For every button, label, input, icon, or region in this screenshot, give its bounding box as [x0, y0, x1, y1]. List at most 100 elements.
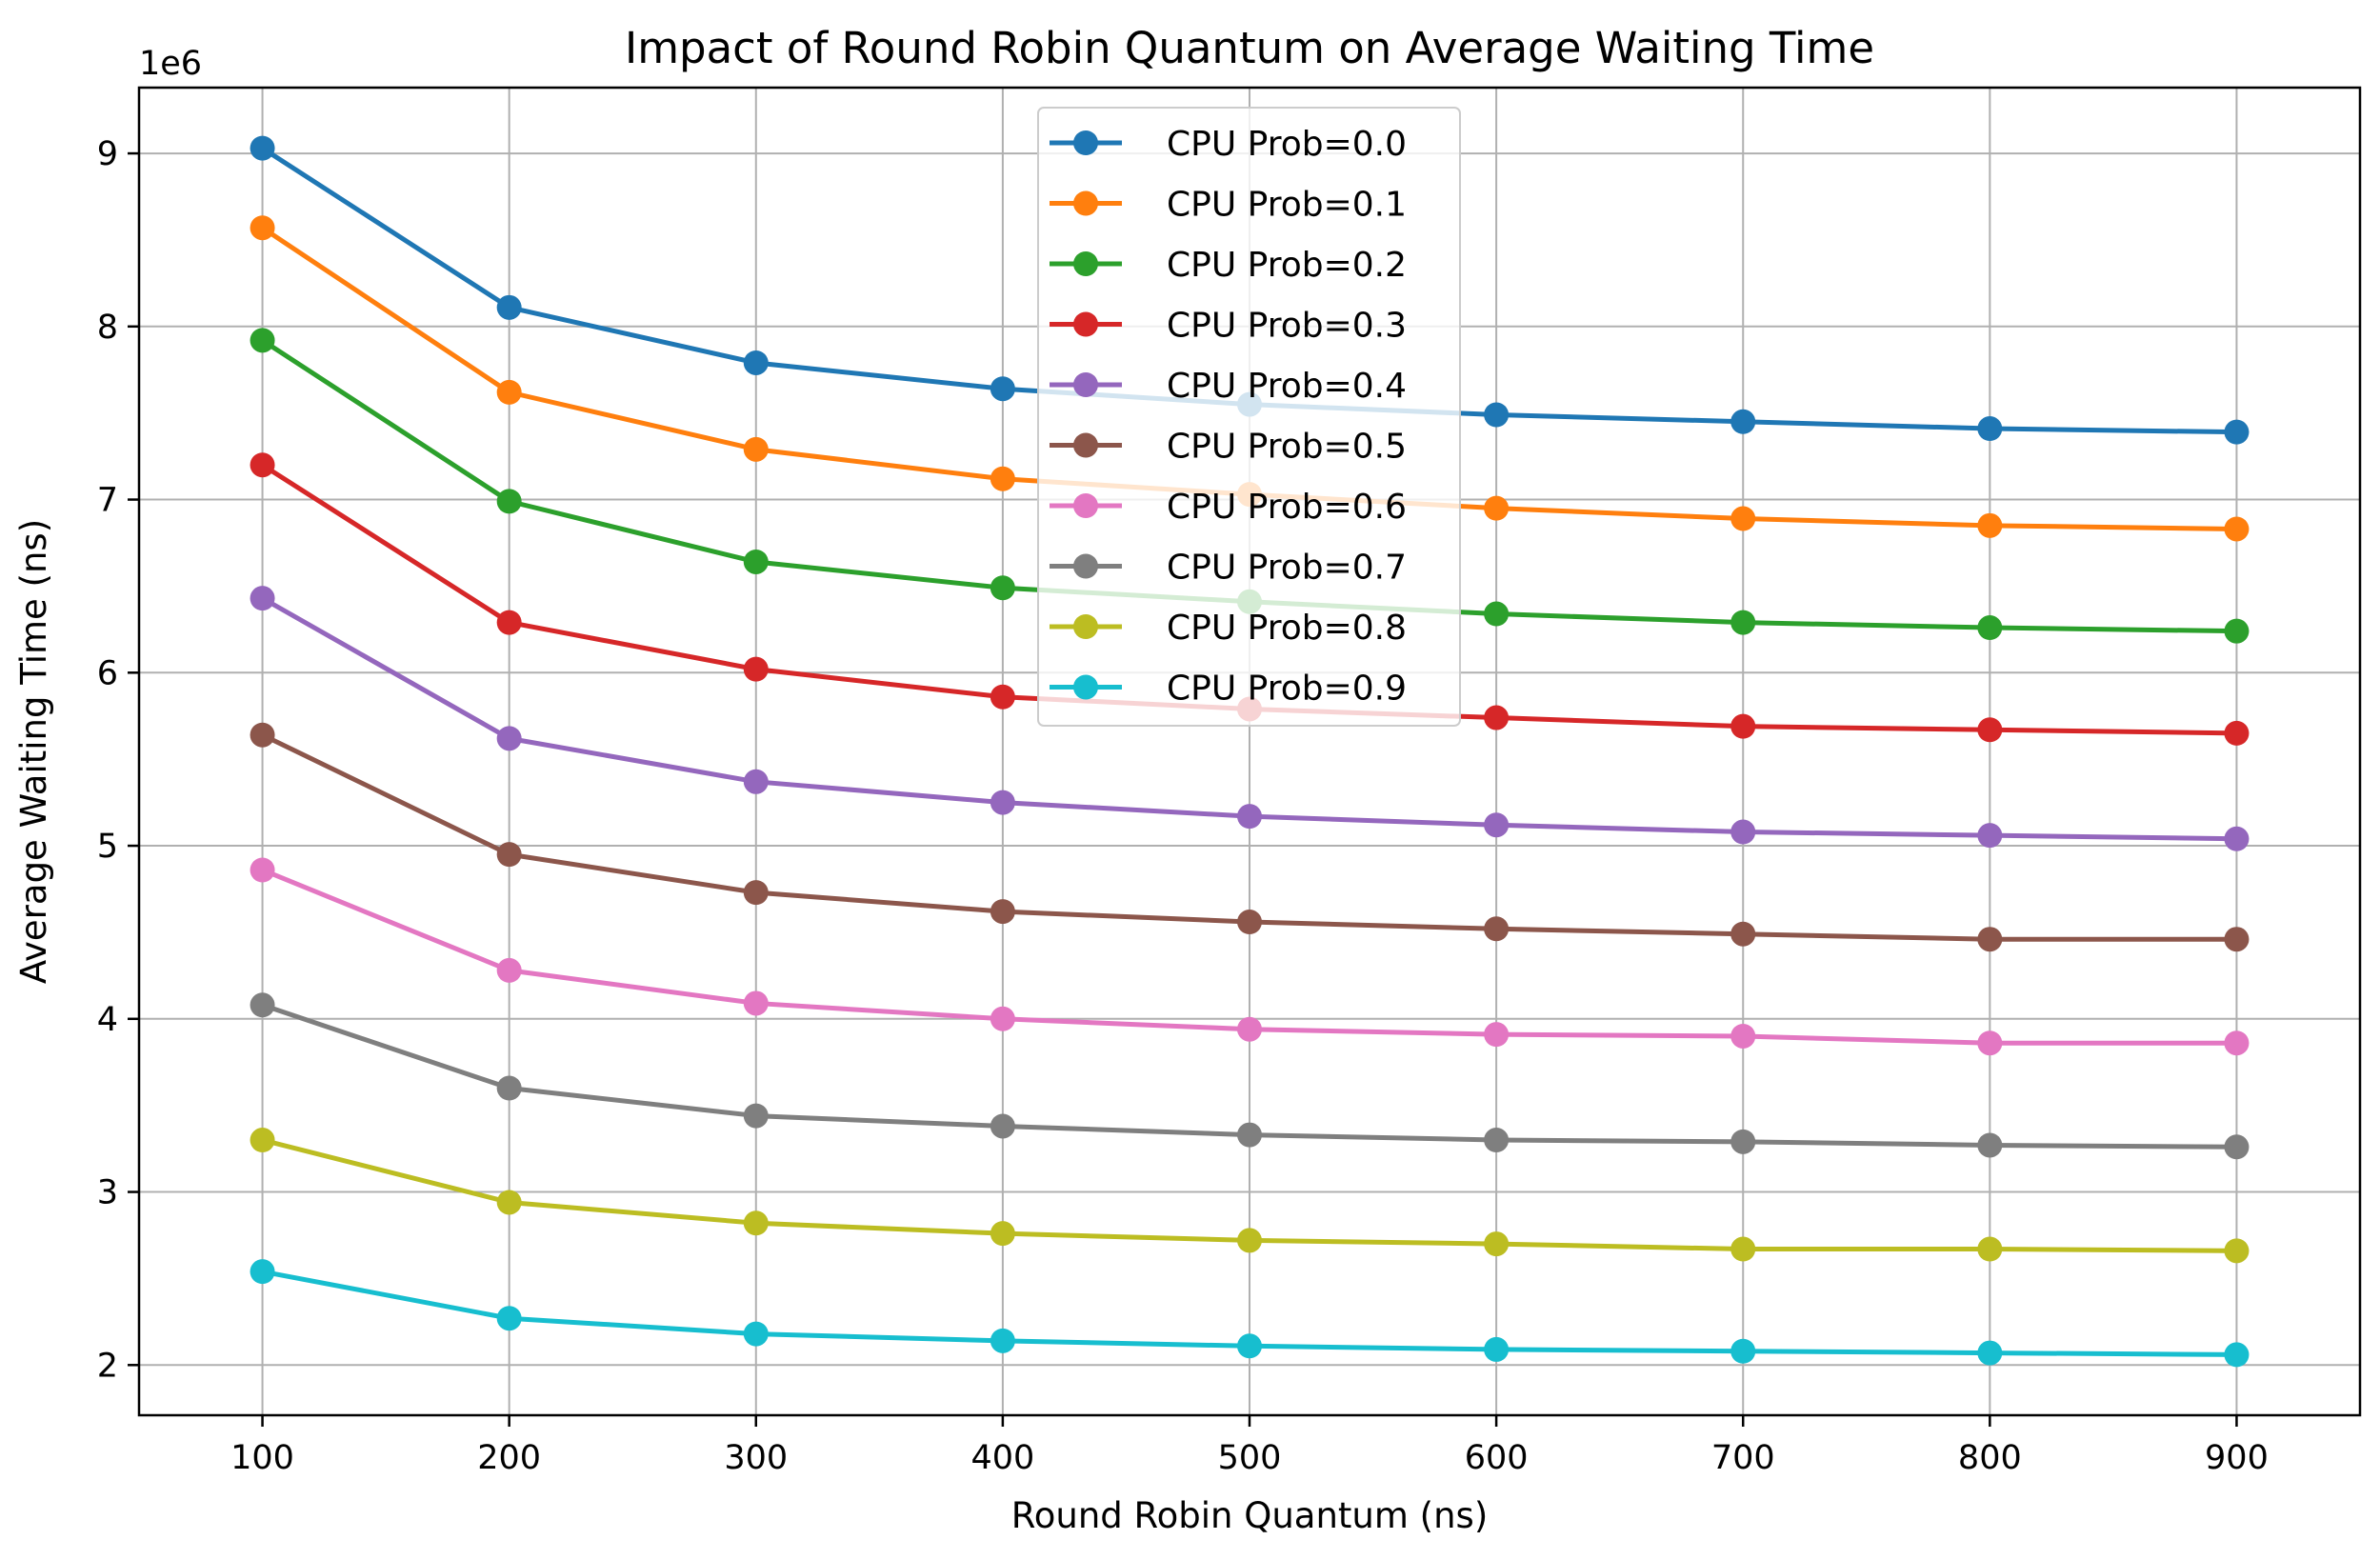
data-point — [990, 376, 1015, 402]
series-9 — [250, 1259, 2250, 1368]
legend: CPU Prob=0.0 CPU Prob=0.1 CPU Prob=0.2 CPU … — [1037, 107, 1461, 727]
series-4 — [250, 586, 2250, 851]
data-point — [1237, 1333, 1262, 1359]
x-axis-label: Round Robin Quantum (ns) — [1011, 1495, 1489, 1536]
data-point — [743, 990, 769, 1016]
data-point — [496, 1190, 522, 1215]
data-point — [1237, 804, 1262, 830]
data-point — [1730, 1129, 1756, 1154]
data-point — [1237, 910, 1262, 935]
legend-marker — [1073, 674, 1098, 700]
legend-marker — [1073, 614, 1098, 639]
legend-label: CPU Prob=0.5 — [1167, 428, 1407, 467]
legend-entry: CPU Prob=0.7 — [1050, 549, 1407, 588]
data-point — [1484, 1336, 1510, 1362]
data-point — [1484, 1022, 1510, 1048]
x-tick-label: 300 — [724, 1439, 788, 1477]
legend-entry: CPU Prob=0.0 — [1050, 125, 1407, 164]
data-point — [743, 880, 769, 906]
data-point — [1730, 506, 1756, 531]
y-tick-label: 3 — [97, 1174, 118, 1212]
series-6 — [250, 857, 2250, 1056]
data-point — [1977, 1132, 2003, 1158]
data-point — [1977, 1340, 2003, 1366]
x-tick-label: 500 — [1218, 1439, 1282, 1477]
data-point — [250, 1259, 275, 1285]
data-point — [990, 1113, 1015, 1139]
data-point — [1730, 1236, 1756, 1262]
legend-label: CPU Prob=0.0 — [1167, 125, 1407, 164]
legend-entry: CPU Prob=0.8 — [1050, 609, 1407, 648]
data-point — [2224, 927, 2250, 952]
data-point — [1977, 1236, 2003, 1262]
data-point — [250, 328, 275, 353]
data-point — [1237, 1122, 1262, 1148]
data-point — [1484, 495, 1510, 521]
x-tick-label: 400 — [970, 1439, 1034, 1477]
data-point — [990, 684, 1015, 710]
data-point — [990, 899, 1015, 925]
data-point — [496, 294, 522, 320]
x-tick-label: 600 — [1465, 1439, 1529, 1477]
legend-label: CPU Prob=0.7 — [1167, 549, 1407, 588]
data-point — [250, 857, 275, 883]
data-point — [250, 722, 275, 748]
series-8 — [250, 1128, 2250, 1264]
y-tick-label: 8 — [97, 309, 118, 347]
data-point — [496, 1306, 522, 1331]
legend-label: CPU Prob=0.1 — [1167, 186, 1407, 225]
data-point — [1484, 402, 1510, 428]
y-tick-label: 9 — [97, 135, 118, 173]
data-point — [1237, 1016, 1262, 1042]
data-point — [2224, 720, 2250, 746]
data-point — [743, 656, 769, 682]
legend-entry: CPU Prob=0.4 — [1050, 367, 1407, 406]
x-tick-label: 800 — [1958, 1439, 2022, 1477]
legend-marker — [1073, 372, 1098, 397]
data-point — [250, 215, 275, 241]
x-tick-label: 700 — [1711, 1439, 1775, 1477]
data-point — [1730, 713, 1756, 739]
data-point — [990, 1006, 1015, 1031]
data-point — [1730, 1338, 1756, 1364]
data-point — [1484, 1128, 1510, 1153]
data-point — [1484, 1231, 1510, 1257]
data-point — [250, 1128, 275, 1153]
data-point — [990, 466, 1015, 491]
data-point — [1730, 921, 1756, 947]
legend-marker — [1073, 553, 1098, 579]
y-tick-label: 6 — [97, 654, 118, 692]
y-tick-label: 4 — [97, 1001, 118, 1039]
data-point — [1977, 615, 2003, 641]
data-point — [250, 586, 275, 611]
data-point — [2224, 516, 2250, 542]
data-point — [496, 379, 522, 405]
data-point — [250, 135, 275, 161]
data-point — [496, 957, 522, 983]
data-point — [743, 436, 769, 462]
data-point — [2224, 826, 2250, 851]
data-point — [743, 549, 769, 574]
data-point — [1730, 1023, 1756, 1049]
data-point — [2224, 1342, 2250, 1368]
data-point — [496, 489, 522, 514]
legend-marker — [1073, 432, 1098, 458]
data-point — [1237, 1228, 1262, 1253]
data-point — [496, 1075, 522, 1101]
legend-marker — [1073, 251, 1098, 276]
legend-label: CPU Prob=0.2 — [1167, 246, 1407, 285]
data-point — [990, 1328, 1015, 1353]
y-tick-label: 7 — [97, 482, 118, 520]
legend-label: CPU Prob=0.4 — [1167, 367, 1407, 406]
series-5 — [250, 722, 2250, 952]
data-point — [1977, 1030, 2003, 1056]
data-point — [250, 992, 275, 1018]
data-point — [1484, 705, 1510, 730]
legend-box — [1037, 107, 1461, 727]
data-point — [990, 1221, 1015, 1247]
legend-label: CPU Prob=0.3 — [1167, 307, 1407, 346]
data-point — [496, 610, 522, 635]
data-point — [1484, 812, 1510, 838]
data-point — [496, 842, 522, 868]
data-point — [1977, 717, 2003, 743]
